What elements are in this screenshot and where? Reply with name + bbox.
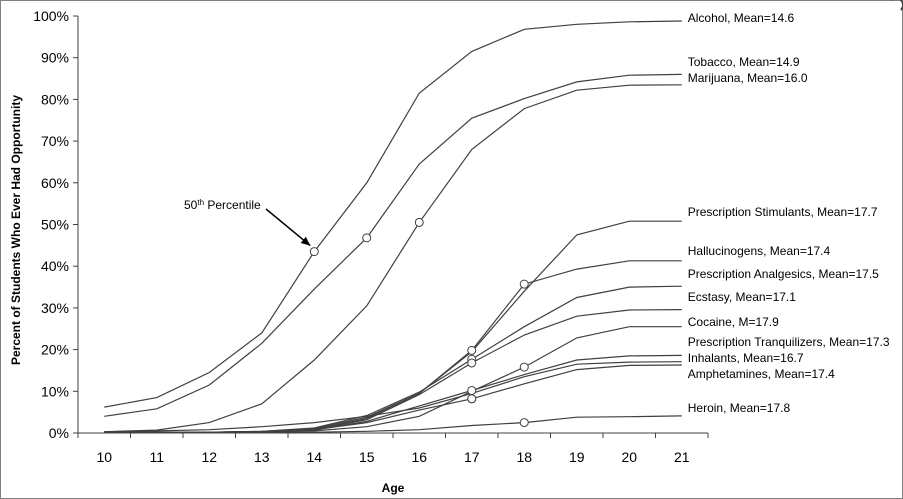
x-tick-label: 11: [149, 449, 164, 465]
series-label: Prescription Tranquilizers, Mean=17.3: [688, 335, 890, 349]
annotations: 50th Percentile: [184, 198, 311, 247]
y-tick-label: 70%: [41, 133, 69, 149]
x-tick-label: 19: [569, 449, 585, 465]
series-line: [104, 20, 682, 408]
series-lines: [104, 20, 682, 434]
median-marker: [467, 345, 477, 355]
x-tick-label: 17: [464, 449, 480, 465]
series-labels: Alcohol, Mean=14.6 Tobacco, Mean=14.9 Mari…: [688, 11, 890, 415]
series-label: Marijuana, Mean=16.0: [688, 71, 808, 85]
series-label: Tobacco, Mean=14.9: [688, 55, 800, 69]
y-tick-label: 40%: [41, 258, 69, 274]
series-label: Prescription Stimulants, Mean=17.7: [688, 205, 878, 219]
x-tick-label: 21: [674, 449, 690, 465]
y-tick-label: 60%: [41, 175, 69, 191]
series-line: [104, 415, 682, 434]
series-line: [104, 364, 682, 433]
series-line: [104, 361, 682, 433]
annotation-arrow-line: [265, 208, 311, 247]
series-line: [104, 285, 682, 433]
series-label: Ecstasy, Mean=17.1: [688, 290, 796, 304]
x-tick-label: 10: [96, 449, 112, 465]
series-label: Inhalants, Mean=16.7: [688, 351, 804, 365]
median-marker: [519, 418, 529, 428]
x-tick-label: 14: [306, 449, 322, 465]
y-tick-label: 80%: [41, 91, 69, 107]
annotation-text: 50th Percentile: [184, 198, 261, 213]
series-line: [104, 220, 682, 433]
y-tick-label: 0%: [49, 425, 69, 441]
y-tick-label: 50%: [41, 217, 69, 233]
x-tick-label: 20: [621, 449, 637, 465]
median-marker: [362, 233, 372, 243]
x-tick-label: 16: [411, 449, 427, 465]
y-tick-label: 20%: [41, 342, 69, 358]
series-line: [104, 84, 682, 433]
y-tick-label: 90%: [41, 50, 69, 66]
series-label: Heroin, Mean=17.8: [688, 401, 791, 415]
median-marker: [467, 394, 477, 404]
annotation-arrow-head: [300, 236, 311, 246]
x-tick-label: 18: [516, 449, 532, 465]
y-axis-title: Percent of Students Who Ever Had Opportu…: [9, 95, 23, 365]
series-label: Alcohol, Mean=14.6: [688, 11, 795, 25]
y-tick-label: 10%: [41, 383, 69, 399]
x-tick-label: 15: [359, 449, 375, 465]
series-label: Prescription Analgesics, Mean=17.5: [688, 267, 879, 281]
median-marker: [467, 385, 477, 395]
series-line: [104, 73, 682, 417]
y-tick-label: 30%: [41, 300, 69, 316]
x-tick-label: 12: [201, 449, 217, 465]
median-marker: [519, 279, 529, 289]
median-marker: [414, 217, 424, 227]
median-marker: [519, 362, 529, 372]
median-marker: [467, 358, 477, 368]
series-label: Hallucinogens, Mean=17.4: [688, 244, 831, 258]
x-axis: 10 11 12 13 14 15 16 17 18 19 20 21: [77, 432, 709, 465]
x-tick-label: 13: [254, 449, 270, 465]
y-axis: 0% 10% 20% 30% 40% 50% 60% 70% 80% 90% 100%: [33, 8, 79, 441]
median-marker: [309, 247, 319, 257]
series-label: Amphetamines, Mean=17.4: [688, 367, 835, 381]
median-markers: [309, 217, 529, 428]
x-axis-title: Age: [382, 481, 405, 495]
series-label: Cocaine, M=17.9: [688, 315, 779, 329]
y-tick-label: 100%: [33, 8, 69, 24]
